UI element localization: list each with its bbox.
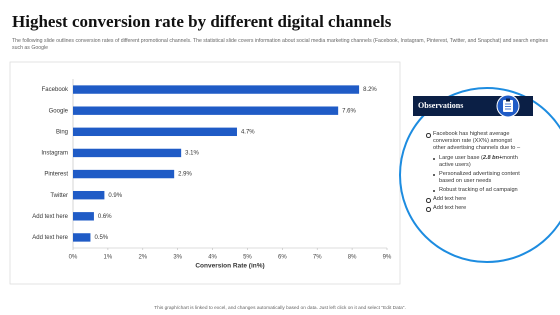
reason: Large user base (2.8 bn+month active use…: [433, 155, 526, 169]
bar: [73, 233, 91, 242]
x-tick-label: 0%: [69, 255, 78, 261]
x-axis-title: Conversion Rate (in%): [195, 263, 264, 270]
bar: [73, 106, 339, 115]
observation: Facebook has highest average conversion …: [426, 131, 526, 194]
observations-panel: Facebook has highest average conversion …: [426, 131, 526, 214]
value-label: 4.7%: [241, 129, 255, 135]
value-label: 0.6%: [98, 214, 112, 220]
observations-icon: [496, 94, 520, 118]
bar: [73, 169, 175, 179]
y-tick-label: Pinterest: [44, 172, 68, 178]
x-tick-label: 5%: [243, 255, 252, 261]
x-tick-label: 8%: [348, 255, 357, 261]
reason-text: month active users): [439, 155, 518, 168]
value-label: 2.9%: [178, 172, 192, 178]
reason-list: Large user base (2.8 bn+month active use…: [433, 155, 526, 194]
reason-text: Large user base (: [439, 155, 483, 161]
observation: Add text here: [426, 196, 526, 203]
reason: Personalized advertising content based o…: [433, 171, 526, 185]
bar: [73, 127, 237, 137]
value-label: 8.2%: [363, 87, 377, 93]
title: Highest conversion rate by different dig…: [12, 12, 392, 31]
y-tick-label: Twitter: [50, 193, 68, 199]
y-tick-label: Facebook: [42, 87, 69, 93]
y-tick-label: Bing: [56, 129, 68, 135]
observation-list: Facebook has highest average conversion …: [426, 131, 526, 212]
x-tick-label: 3%: [173, 255, 182, 261]
value-label: 0.9%: [108, 193, 122, 199]
x-tick-label: 7%: [313, 255, 322, 261]
footer-note: This graph/chart is linked to excel, and…: [154, 306, 406, 311]
bar: [73, 85, 360, 94]
bar: [73, 212, 94, 221]
bar: [73, 190, 105, 200]
x-tick-label: 9%: [383, 255, 392, 261]
y-tick-label: Add text here: [32, 235, 68, 241]
reason: Robust tracking of ad campaign: [433, 187, 526, 194]
value-label: 7.6%: [342, 108, 356, 114]
x-tick-label: 4%: [208, 255, 217, 261]
bar: [73, 148, 182, 158]
y-tick-label: Google: [49, 108, 69, 114]
y-tick-label: Add text here: [32, 214, 68, 220]
value-label: 3.1%: [185, 151, 199, 157]
observation: Add text here: [426, 205, 526, 212]
x-tick-label: 1%: [104, 255, 113, 261]
value-label: 0.5%: [94, 235, 108, 241]
x-tick-label: 2%: [138, 255, 147, 261]
chart-frame: [9, 61, 401, 285]
chart: 0% 1% 2% 3% 4% 5% 6% 7% 8% 9% Conversion Rate (in%…: [32, 79, 392, 270]
subtitle: The following slide outlines conversion …: [12, 38, 549, 51]
observation-text: Facebook has highest average conversion …: [433, 131, 521, 151]
panel-circle: [399, 87, 560, 263]
observations-heading: Observations: [418, 101, 464, 110]
x-tick-label: 6%: [278, 255, 287, 261]
reason-highlight: 2.8 bn+: [482, 155, 503, 161]
y-tick-label: Instagram: [41, 151, 68, 157]
